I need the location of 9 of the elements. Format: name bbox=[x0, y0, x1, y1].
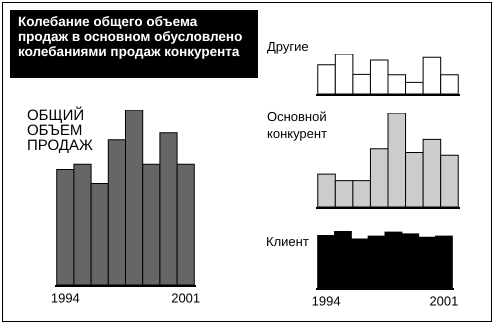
chart-title: Клиент bbox=[266, 234, 309, 249]
x-tick-label: 2001 bbox=[171, 290, 200, 306]
chart-title: Колебание общего объема продаж в основном обусловлено колебаниями продаж конкурента bbox=[10, 10, 258, 78]
chart-title: Другие bbox=[267, 39, 309, 54]
text: ОБЩИЙ ОБЪЕМ ПРОДАЖ bbox=[27, 107, 93, 154]
x-tick-label: 1994 bbox=[312, 294, 341, 309]
x-tick-label: 1994 bbox=[50, 290, 80, 306]
chart-title: Основной конкурент bbox=[267, 109, 328, 141]
x-tick-label: 2001 bbox=[429, 294, 458, 309]
